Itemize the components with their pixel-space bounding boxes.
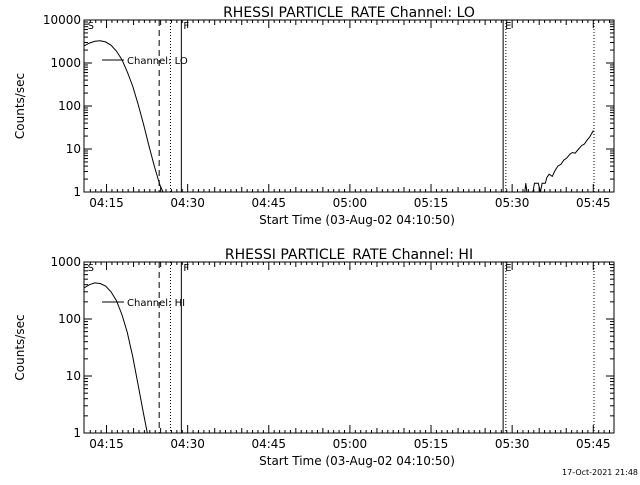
x-tick-label: 05:45 <box>576 437 611 451</box>
series-line-segment <box>532 130 594 193</box>
lo-channel-panel: RHESSI PARTICLE_RATE Channel: LO 1 10 100 10… <box>13 5 615 227</box>
x-tick-label: 05:00 <box>333 437 368 451</box>
y-tick-label: 1 <box>73 185 81 199</box>
y-tick-label: 10 <box>66 369 81 383</box>
x-tick-label: 04:15 <box>89 437 124 451</box>
plot-frame <box>83 19 615 193</box>
x-axis-label: Start Time (03-Aug-02 04:10:50) <box>259 454 455 468</box>
event-marker-label: S <box>88 263 94 274</box>
x-tick-label: 05:00 <box>333 196 368 210</box>
y-tick-label: 1000 <box>50 56 81 70</box>
y-tick-label: 1 <box>73 426 81 440</box>
x-tick-label: 04:30 <box>170 437 205 451</box>
legend-entry: Channel: LO <box>127 56 188 67</box>
y-axis-label: Counts/sec <box>13 73 27 139</box>
x-tick-label: 05:30 <box>495 196 530 210</box>
x-tick-label: 05:15 <box>414 196 449 210</box>
x-tick-label: 04:45 <box>251 196 286 210</box>
series-line-segment <box>83 40 164 193</box>
x-tick-label: 04:30 <box>170 196 205 210</box>
chart-title: RHESSI PARTICLE_RATE Channel: HI <box>225 247 473 263</box>
chart-title: RHESSI PARTICLE_RATE Channel: LO <box>223 5 475 21</box>
event-marker-label: F <box>183 263 189 274</box>
x-tick-label: 05:30 <box>495 437 530 451</box>
y-tick-label: 100 <box>58 99 81 113</box>
y-tick-label: 10 <box>66 142 81 156</box>
legend-entry: Channel: HI <box>127 298 185 309</box>
x-axis-label: Start Time (03-Aug-02 04:10:50) <box>259 213 455 227</box>
x-tick-label: 05:15 <box>414 437 449 451</box>
x-tick-label: 04:45 <box>251 437 286 451</box>
y-axis-label: Counts/sec <box>13 314 27 380</box>
x-tick-label: 04:15 <box>89 196 124 210</box>
y-tick-label: 100 <box>58 312 81 326</box>
plot-frame <box>83 261 615 434</box>
event-marker-label: S <box>88 21 94 32</box>
hi-channel-panel: RHESSI PARTICLE_RATE Channel: HI 1 10 100 10… <box>13 247 615 468</box>
generation-timestamp: 17-Oct-2021 21:48 <box>562 468 638 477</box>
event-marker-label: E <box>505 263 511 274</box>
x-tick-label: 05:45 <box>576 196 611 210</box>
event-marker-label: F <box>183 21 189 32</box>
y-tick-label: 1000 <box>50 255 81 269</box>
y-tick-label: 10000 <box>43 13 81 27</box>
event-marker-label: E <box>505 21 511 32</box>
series-line-segment <box>524 183 528 193</box>
series-line-segment <box>83 282 148 434</box>
